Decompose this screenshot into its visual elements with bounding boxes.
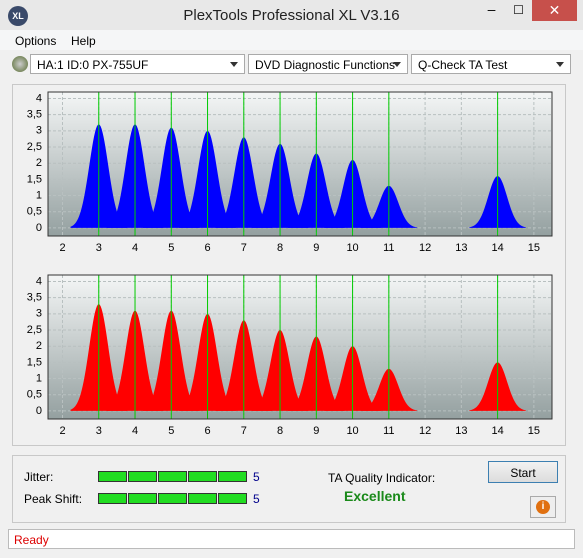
info-icon: i: [536, 500, 550, 514]
x-tick-label: 14: [491, 425, 503, 437]
x-tick-label: 15: [528, 242, 540, 254]
plot-frame: [47, 274, 553, 420]
result-panel: [12, 455, 566, 523]
x-tick-label: 12: [419, 425, 431, 437]
x-tick-label: 4: [132, 242, 138, 254]
y-tick-label: 1: [36, 189, 42, 201]
x-tick-label: 10: [346, 425, 358, 437]
x-tick-label: 10: [346, 242, 358, 254]
x-tick-label: 8: [277, 425, 283, 437]
x-tick-label: 12: [419, 242, 431, 254]
y-tick-label: 0: [36, 405, 42, 417]
meter-segment: [128, 471, 157, 482]
drive-icon: [12, 56, 28, 72]
plot-frame: [47, 91, 553, 237]
meter-value: 5: [253, 470, 260, 484]
y-tick-label: 1: [36, 372, 42, 384]
y-tick-label: 2,5: [27, 324, 42, 336]
x-tick-label: 5: [168, 242, 174, 254]
function-select[interactable]: DVD Diagnostic Functions: [248, 54, 408, 74]
x-tick-label: 7: [241, 242, 247, 254]
title-bar: [0, 0, 583, 30]
x-tick-label: 2: [59, 425, 65, 437]
close-button[interactable]: ✕: [532, 0, 577, 21]
y-tick-label: 3,5: [27, 292, 42, 304]
menu-item[interactable]: Options: [15, 34, 57, 48]
meter-segment: [158, 471, 187, 482]
meter-segment: [98, 493, 127, 504]
y-tick-label: 0,5: [27, 389, 42, 401]
x-tick-label: 6: [204, 242, 210, 254]
x-tick-label: 8: [277, 242, 283, 254]
x-tick-label: 5: [168, 425, 174, 437]
meter-segment: [158, 493, 187, 504]
x-tick-label: 7: [241, 425, 247, 437]
x-tick-label: 3: [96, 425, 102, 437]
y-tick-label: 1,5: [27, 173, 42, 185]
quality-label: TA Quality Indicator:: [328, 471, 436, 485]
y-tick-label: 0: [36, 222, 42, 234]
x-tick-label: 14: [491, 242, 503, 254]
menu-item[interactable]: Help: [71, 34, 96, 48]
status-text: Ready: [14, 533, 49, 547]
menu-bar: [0, 30, 583, 50]
x-tick-label: 13: [455, 242, 467, 254]
x-tick-label: 6: [204, 425, 210, 437]
x-tick-label: 9: [313, 242, 319, 254]
y-tick-label: 2: [36, 340, 42, 352]
test-select[interactable]: Q-Check TA Test: [411, 54, 571, 74]
x-tick-label: 3: [96, 242, 102, 254]
meter-segment: [218, 493, 247, 504]
start-button[interactable]: Start: [488, 461, 558, 483]
y-tick-label: 4: [36, 275, 42, 287]
drive-select[interactable]: HA:1 ID:0 PX-755UF: [30, 54, 245, 74]
y-tick-label: 2: [36, 157, 42, 169]
info-button[interactable]: i: [530, 496, 556, 518]
y-tick-label: 3,5: [27, 109, 42, 121]
meter-label: Jitter:: [24, 470, 54, 484]
quality-value: Excellent: [344, 488, 406, 504]
x-tick-label: 4: [132, 425, 138, 437]
minimize-button[interactable]: –: [487, 1, 496, 17]
meter-segment: [218, 471, 247, 482]
meter-segment: [188, 471, 217, 482]
x-tick-label: 11: [383, 425, 394, 437]
status-bar: [8, 529, 575, 549]
x-tick-label: 2: [59, 242, 65, 254]
x-tick-label: 11: [383, 242, 394, 254]
meter-label: Peak Shift:: [24, 492, 83, 506]
meter-segment: [128, 493, 157, 504]
x-tick-label: 13: [455, 425, 467, 437]
x-tick-label: 15: [528, 425, 540, 437]
app-icon: XL: [8, 6, 28, 26]
charts: 00,511,522,533,542 3 4 5 6 7 8 9 10 11 12 13 14 1500,…: [27, 91, 553, 437]
y-tick-label: 4: [36, 92, 42, 104]
y-tick-label: 0,5: [27, 206, 42, 218]
x-tick-label: 9: [313, 425, 319, 437]
y-tick-label: 3: [36, 125, 42, 137]
meter-segment: [98, 471, 127, 482]
meter-value: 5: [253, 492, 260, 506]
maximize-button[interactable]: ☐: [513, 3, 524, 17]
window-title: PlexTools Professional XL V3.16: [183, 7, 400, 24]
y-tick-label: 2,5: [27, 141, 42, 153]
meter-segment: [188, 493, 217, 504]
y-tick-label: 1,5: [27, 356, 42, 368]
y-tick-label: 3: [36, 308, 42, 320]
